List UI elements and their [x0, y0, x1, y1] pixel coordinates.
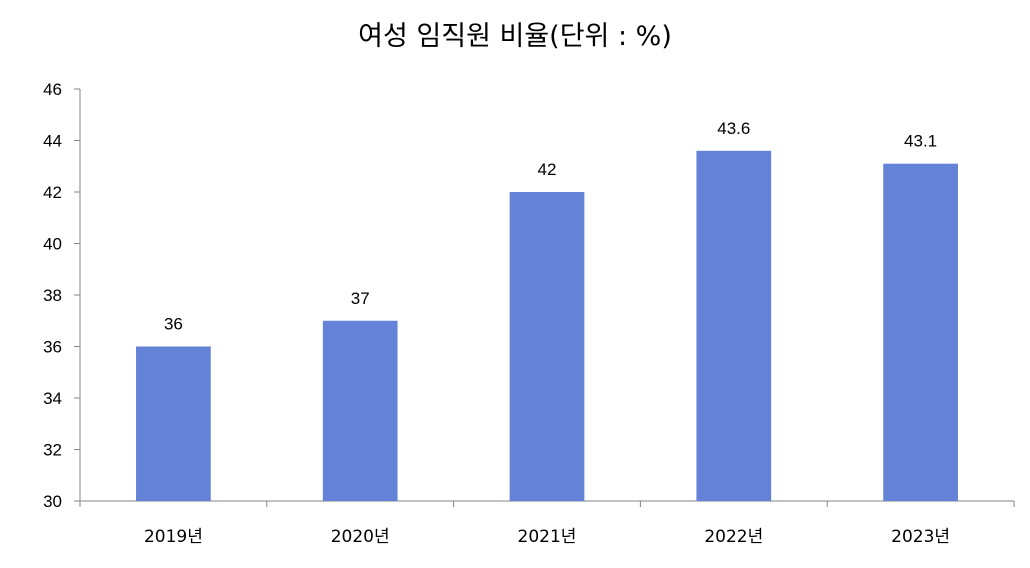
y-tick-label: 42 [43, 183, 62, 202]
x-tick-label: 2023년 [891, 527, 950, 547]
y-tick-label: 34 [43, 389, 62, 408]
data-label: 43.6 [717, 119, 750, 138]
y-tick-label: 30 [43, 492, 62, 511]
x-axis: 2019년 2020년 2021년 2022년 2023년 [79, 500, 1015, 547]
x-tick-label: 2020년 [331, 527, 390, 547]
bar [136, 346, 211, 501]
bar [509, 192, 585, 501]
x-tick-label: 2021년 [518, 527, 577, 547]
y-axis: 30 32 34 36 38 40 42 44 46 [43, 80, 81, 511]
y-tick-label: 38 [43, 286, 62, 305]
y-tick-label: 46 [43, 80, 62, 99]
bar [696, 150, 772, 502]
y-tick-label: 40 [43, 235, 62, 254]
x-tick-label: 2019년 [144, 527, 203, 547]
y-tick-label: 32 [43, 441, 62, 460]
data-label: 36 [164, 315, 183, 334]
chart-title: 여성 임직원 비율(단위 : %) [358, 21, 672, 52]
bar [883, 163, 958, 502]
y-tick-label: 44 [43, 132, 62, 151]
bars [136, 150, 958, 502]
y-tick-label: 36 [43, 338, 62, 357]
data-label: 37 [351, 289, 370, 308]
x-tick-label: 2022년 [704, 527, 763, 547]
data-label: 43.1 [904, 132, 937, 151]
data-labels: 36 37 42 43.6 43.1 [164, 119, 937, 334]
bar [322, 320, 398, 501]
data-label: 42 [538, 160, 557, 179]
